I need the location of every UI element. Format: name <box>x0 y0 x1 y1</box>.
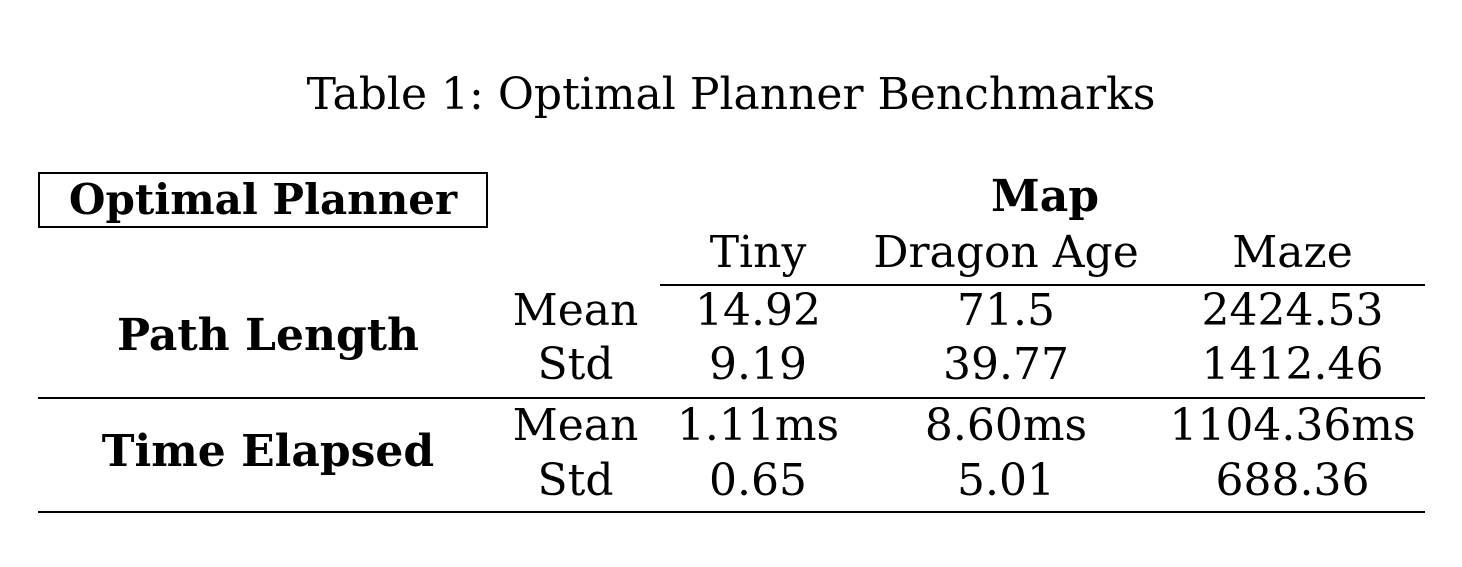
table-cell: 1412.46 <box>1201 339 1384 390</box>
stat-label: Std <box>537 455 614 506</box>
row-header-path-length: Path Length <box>116 310 420 361</box>
table-caption: Table 1: Optimal Planner Benchmarks <box>306 69 1156 120</box>
section-rule <box>38 397 1425 399</box>
table-cell: 39.77 <box>943 339 1069 390</box>
table-cell: 0.65 <box>709 455 807 506</box>
table-cell: 5.01 <box>957 455 1055 506</box>
stat-label: Mean <box>512 400 639 451</box>
table-cell: 9.19 <box>709 339 807 390</box>
table-cell: 14.92 <box>695 285 821 336</box>
table-corner-label: Optimal Planner <box>38 172 488 228</box>
stat-label: Mean <box>512 285 639 336</box>
column-header-tiny: Tiny <box>709 227 807 278</box>
row-header-time-elapsed: Time Elapsed <box>101 426 435 477</box>
table-cell: 8.60ms <box>924 400 1088 451</box>
table-cell: 71.5 <box>957 285 1055 336</box>
table-cell: 1104.36ms <box>1169 400 1416 451</box>
table-cell: 2424.53 <box>1201 285 1384 336</box>
table-cell: 1.11ms <box>676 400 840 451</box>
column-header-maze: Maze <box>1232 227 1353 278</box>
stat-label: Std <box>537 339 614 390</box>
table-cell: 688.36 <box>1215 455 1370 506</box>
bottom-rule <box>38 511 1425 513</box>
header-rule <box>660 284 1425 286</box>
group-header-map: Map <box>991 171 1099 222</box>
column-header-dragon-age: Dragon Age <box>873 227 1139 278</box>
